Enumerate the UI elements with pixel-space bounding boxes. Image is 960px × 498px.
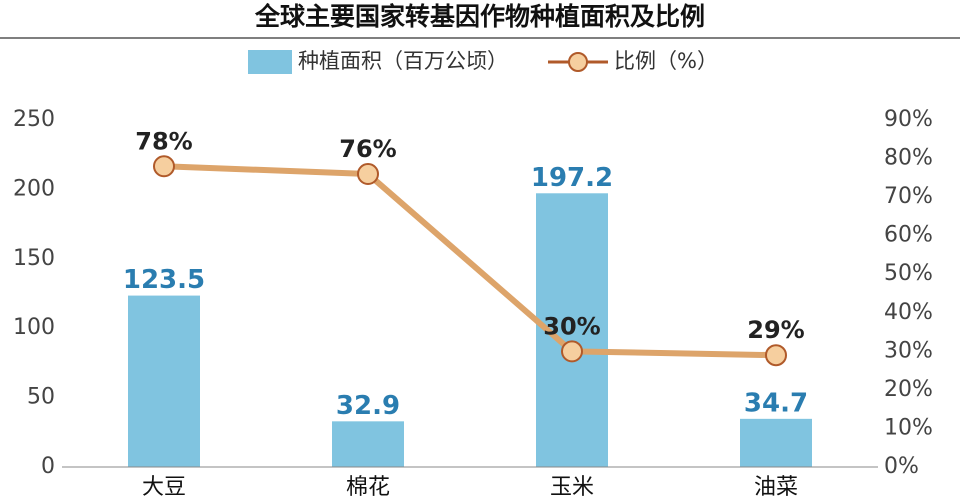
bar bbox=[128, 295, 200, 467]
y2-tick-label: 60% bbox=[884, 223, 933, 248]
x-tick-label: 油菜 bbox=[754, 475, 798, 498]
y2-tick-label: 90% bbox=[884, 107, 933, 132]
line-value-label: 76% bbox=[339, 135, 396, 163]
legend-label: 种植面积（百万公顷） bbox=[298, 49, 508, 73]
y-tick-label: 100 bbox=[13, 315, 55, 340]
y2-tick-label: 50% bbox=[884, 261, 933, 286]
y2-tick-label: 20% bbox=[884, 377, 933, 402]
y-tick-label: 200 bbox=[13, 176, 55, 201]
x-tick-label: 大豆 bbox=[142, 475, 186, 498]
line-value-label: 78% bbox=[135, 127, 192, 155]
bar-value-label: 34.7 bbox=[744, 388, 808, 418]
chart-title: 全球主要国家转基因作物种植面积及比例 bbox=[254, 2, 705, 31]
y2-tick-label: 0% bbox=[884, 454, 919, 479]
bar bbox=[740, 418, 812, 467]
x-tick-label: 棉花 bbox=[346, 475, 390, 498]
line-value-label: 29% bbox=[747, 316, 804, 344]
legend-swatch bbox=[248, 50, 292, 74]
y2-tick-label: 70% bbox=[884, 184, 933, 209]
y-tick-label: 250 bbox=[13, 107, 55, 132]
y2-tick-label: 80% bbox=[884, 146, 933, 171]
marker bbox=[765, 344, 787, 367]
legend-label: 比例（%） bbox=[614, 49, 718, 73]
line bbox=[163, 163, 777, 359]
y2-tick-label: 30% bbox=[884, 338, 933, 363]
legend-marker bbox=[568, 52, 588, 72]
bar-value-label: 123.5 bbox=[123, 265, 205, 295]
y2-tick-label: 10% bbox=[884, 415, 933, 440]
marker bbox=[561, 340, 583, 363]
y-tick-label: 50 bbox=[27, 385, 55, 410]
y2-tick-label: 40% bbox=[884, 300, 933, 325]
marker bbox=[153, 155, 175, 178]
y-tick-label: 0 bbox=[41, 454, 55, 479]
line-value-label: 30% bbox=[543, 312, 600, 340]
bar-value-label: 197.2 bbox=[531, 163, 613, 193]
y-tick-label: 150 bbox=[13, 246, 55, 271]
x-tick-label: 玉米 bbox=[550, 475, 594, 498]
bar-value-label: 32.9 bbox=[336, 391, 400, 421]
marker bbox=[357, 162, 379, 185]
bar bbox=[332, 421, 404, 467]
